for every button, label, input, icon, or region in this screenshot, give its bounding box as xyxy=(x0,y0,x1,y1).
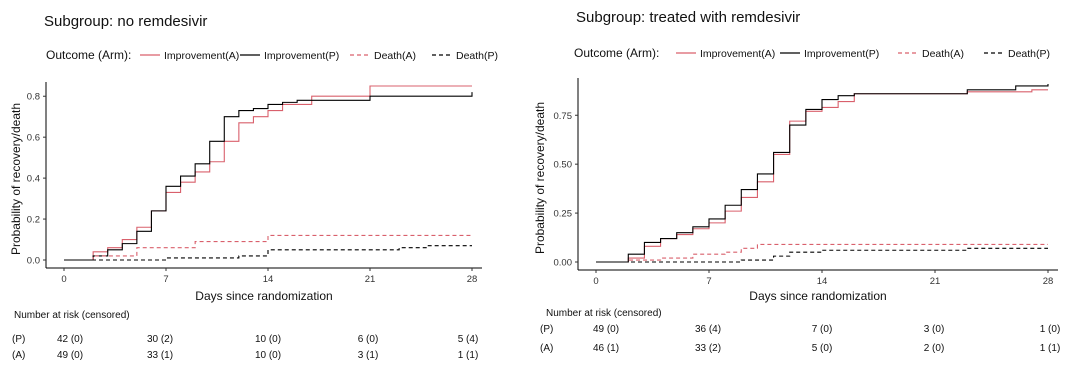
risk-cell: 1 (0) xyxy=(1040,324,1061,335)
legend-label-3: Death(P) xyxy=(456,50,498,62)
x-axis-label: Days since randomization xyxy=(195,289,332,303)
risk-cell: 6 (0) xyxy=(358,334,379,345)
legend-label-0: Improvement(A) xyxy=(700,48,775,60)
legend-label-1: Improvement(P) xyxy=(264,50,339,62)
series-line-death-p xyxy=(64,245,472,261)
km-chart-no-remdesivir: Subgroup: no remdesivir Outcome (Arm): Imp… xyxy=(9,13,498,361)
legend-label-3: Death(P) xyxy=(1008,48,1050,60)
x-tick-label: 7 xyxy=(706,276,711,287)
risk-cell: 49 (0) xyxy=(593,324,619,335)
y-tick-label: 0.6 xyxy=(27,133,40,144)
legend-label-2: Death(A) xyxy=(374,50,416,62)
series-line-improvement-p xyxy=(596,83,1049,263)
risk-row-arm: (P) xyxy=(12,334,25,345)
x-tick-label: 7 xyxy=(163,274,168,285)
chart-panel-no-remdesivir: Subgroup: no remdesivir Outcome (Arm): Imp… xyxy=(0,0,530,368)
series-line-improvement-p xyxy=(64,92,473,261)
legend-title: Outcome (Arm): xyxy=(574,46,659,60)
x-tick-label: 14 xyxy=(817,276,828,287)
legend-title: Outcome (Arm): xyxy=(46,48,131,62)
x-axis-label: Days since randomization xyxy=(749,289,886,303)
risk-cell: 5 (0) xyxy=(812,343,833,354)
x-tick-label: 21 xyxy=(365,274,376,285)
x-tick-label: 0 xyxy=(593,276,598,287)
risk-cell: 3 (1) xyxy=(358,350,379,361)
risk-table-title: Number at risk (censored) xyxy=(546,308,662,319)
x-tick-label: 21 xyxy=(930,276,941,287)
risk-cell: 46 (1) xyxy=(593,343,619,354)
y-tick-label: 0.25 xyxy=(554,209,573,220)
legend-label-2: Death(A) xyxy=(922,48,964,60)
risk-table-title: Number at risk (censored) xyxy=(14,310,130,321)
risk-row-arm: (P) xyxy=(540,324,553,335)
legend-label-0: Improvement(A) xyxy=(164,50,239,62)
series-line-improvement-a xyxy=(64,85,472,261)
y-axis-label: Probability of recovery/death xyxy=(9,103,23,255)
y-tick-label: 0.75 xyxy=(554,111,573,122)
series-line-death-a xyxy=(64,234,472,261)
y-tick-label: 0.00 xyxy=(554,258,573,269)
y-tick-label: 0.2 xyxy=(27,215,40,226)
x-tick-label: 28 xyxy=(467,274,478,285)
risk-cell: 10 (0) xyxy=(255,334,281,345)
risk-cell: 30 (2) xyxy=(147,334,173,345)
chart-title: Subgroup: treated with remdesivir xyxy=(576,9,800,26)
x-tick-label: 0 xyxy=(61,274,66,285)
x-tick-label: 14 xyxy=(263,274,274,285)
risk-row-arm: (A) xyxy=(12,350,25,361)
risk-cell: 10 (0) xyxy=(255,350,281,361)
risk-cell: 5 (4) xyxy=(458,334,479,345)
series-line-death-a xyxy=(596,243,1048,263)
series-line-death-p xyxy=(596,247,1048,263)
risk-cell: 2 (0) xyxy=(924,343,945,354)
chart-title: Subgroup: no remdesivir xyxy=(44,13,207,30)
risk-cell: 3 (0) xyxy=(924,324,945,335)
risk-cell: 33 (1) xyxy=(147,350,173,361)
risk-cell: 1 (1) xyxy=(458,350,479,361)
chart-panel-treated-remdesivir: Subgroup: treated with remdesivir Outcome… xyxy=(530,0,1080,368)
risk-cell: 33 (2) xyxy=(695,343,721,354)
km-chart-treated-remdesivir: Subgroup: treated with remdesivir Outcome… xyxy=(533,9,1061,354)
risk-cell: 42 (0) xyxy=(57,334,83,345)
y-tick-label: 0.0 xyxy=(27,256,40,267)
risk-cell: 1 (1) xyxy=(1040,343,1061,354)
y-tick-label: 0.4 xyxy=(27,174,40,185)
risk-cell: 49 (0) xyxy=(57,350,83,361)
risk-row-arm: (A) xyxy=(540,343,553,354)
y-axis-label: Probability of recovery/death xyxy=(533,102,547,254)
y-tick-label: 0.8 xyxy=(27,92,40,103)
y-tick-label: 0.50 xyxy=(554,160,573,171)
risk-cell: 36 (4) xyxy=(695,324,721,335)
x-tick-label: 28 xyxy=(1043,276,1054,287)
series-line-improvement-a xyxy=(596,89,1048,263)
legend-label-1: Improvement(P) xyxy=(804,48,879,60)
risk-cell: 7 (0) xyxy=(812,324,833,335)
